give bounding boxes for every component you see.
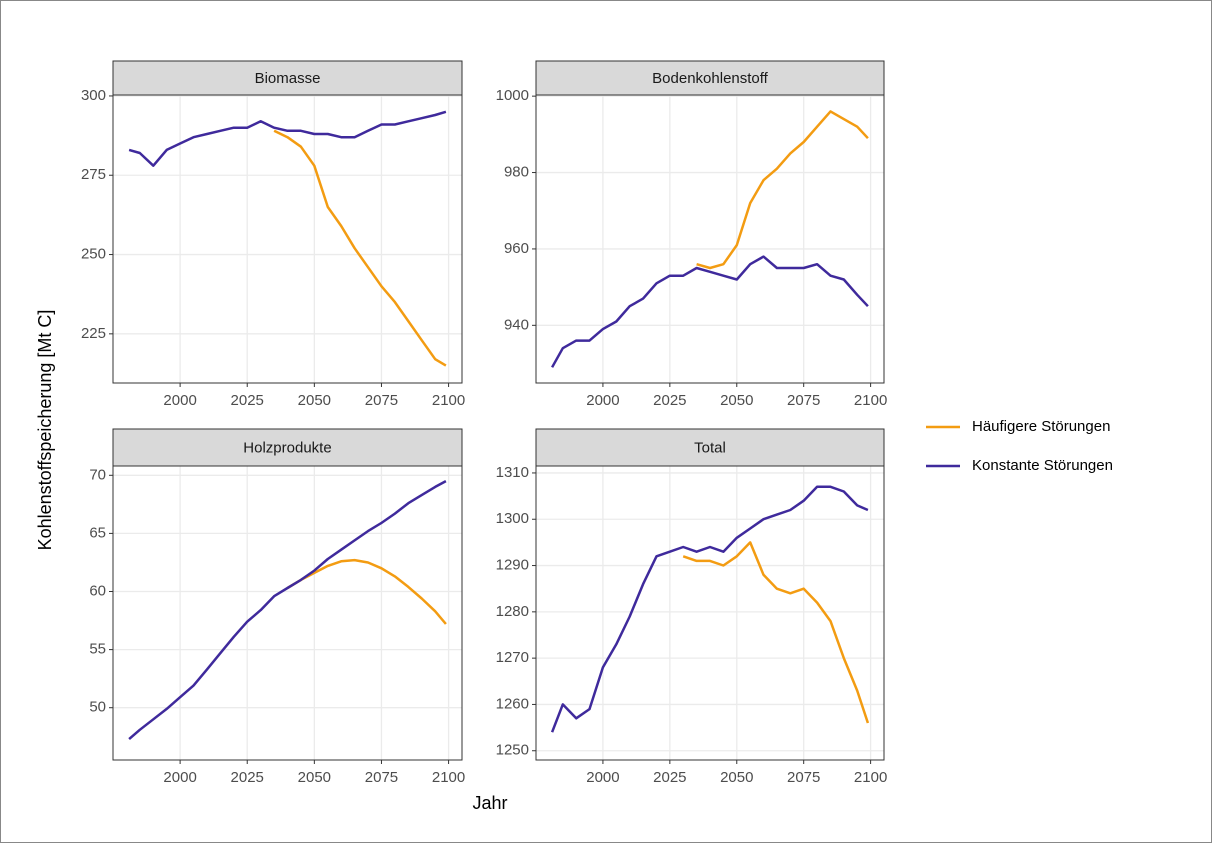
y-tick-label: 1270: [496, 649, 529, 666]
x-tick-label: 2075: [787, 392, 820, 409]
y-tick-label: 70: [89, 466, 106, 483]
x-tick-label: 2050: [720, 392, 753, 409]
series-line: [128, 480, 447, 741]
y-tick-label: 55: [89, 641, 106, 658]
y-tick-label: 1290: [496, 557, 529, 574]
y-tick-label: 1260: [496, 695, 529, 712]
x-tick-label: 2000: [586, 769, 619, 786]
x-tick-label: 2075: [365, 392, 398, 409]
strip: [112, 60, 463, 96]
legend-label: Konstante Störungen: [972, 457, 1113, 474]
y-tick-label: 940: [504, 316, 529, 333]
panel-border: [112, 94, 463, 384]
y-tick-label: 1300: [496, 510, 529, 527]
series-line: [682, 541, 870, 724]
series-line: [128, 110, 447, 167]
y-tick-label: 980: [504, 164, 529, 181]
panel-title: Bodenkohlenstoff: [652, 70, 768, 87]
y-tick-label: 60: [89, 582, 106, 599]
x-tick-label: 2025: [231, 392, 264, 409]
series-line: [551, 255, 869, 368]
x-tick-label: 2075: [787, 769, 820, 786]
y-tick-label: 50: [89, 699, 106, 716]
y-tick-label: 65: [89, 524, 106, 541]
y-tick-label: 275: [81, 166, 106, 183]
x-tick-label: 2100: [854, 392, 887, 409]
series-line: [696, 110, 869, 270]
panel-title: Total: [694, 439, 726, 456]
strip: [535, 60, 885, 96]
x-tick-label: 2000: [163, 392, 196, 409]
x-tick-label: 2100: [854, 769, 887, 786]
panel-title: Biomasse: [255, 70, 321, 87]
y-tick-label: 1280: [496, 603, 529, 620]
series-line: [286, 558, 447, 625]
x-tick-label: 2025: [653, 769, 686, 786]
y-tick-label: 250: [81, 246, 106, 263]
x-tick-label: 2100: [432, 769, 465, 786]
y-tick-label: 960: [504, 240, 529, 257]
y-tick-label: 1250: [496, 742, 529, 759]
x-tick-label: 2025: [231, 769, 264, 786]
panel-border: [535, 465, 885, 761]
series-line: [273, 129, 447, 367]
legend-label: Häufigere Störungen: [972, 418, 1110, 435]
panel-border: [535, 94, 885, 384]
x-tick-label: 2050: [720, 769, 753, 786]
x-tick-label: 2050: [298, 392, 331, 409]
strip: [112, 428, 463, 467]
y-tick-label: 225: [81, 325, 106, 342]
series-line: [550, 485, 869, 733]
x-axis-title: Jahr: [472, 793, 507, 813]
panel-title: Holzprodukte: [243, 439, 331, 456]
x-tick-label: 2025: [653, 392, 686, 409]
y-tick-label: 300: [81, 87, 106, 104]
y-tick-label: 1000: [496, 87, 529, 104]
x-tick-label: 2100: [432, 392, 465, 409]
x-tick-label: 2000: [163, 769, 196, 786]
y-axis-title: Kohlenstoffspeicherung [Mt C]: [35, 310, 55, 551]
x-tick-label: 2075: [365, 769, 398, 786]
y-tick-label: 1310: [496, 464, 529, 481]
x-tick-label: 2050: [298, 769, 331, 786]
x-tick-label: 2000: [586, 392, 619, 409]
panel-border: [112, 465, 463, 761]
